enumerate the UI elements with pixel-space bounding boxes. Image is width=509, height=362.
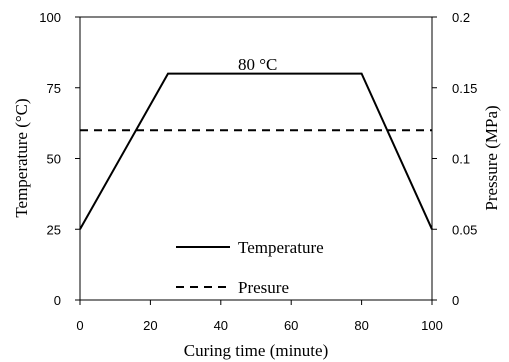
legend-label-temperature: Temperature [238, 238, 324, 257]
y-axis-title: Temperature (°C) [12, 98, 31, 217]
x-tick-label: 80 [354, 318, 368, 333]
x-tick-label: 0 [76, 318, 83, 333]
y2-tick-label: 0.05 [452, 222, 477, 237]
temperature-annotation: 80 °C [238, 55, 277, 74]
y2-axis-title: Pressure (MPa) [482, 105, 501, 210]
x-tick-label: 20 [143, 318, 157, 333]
y-tick-label: 50 [47, 152, 61, 167]
y2-tick-label: 0.2 [452, 10, 470, 25]
x-tick-label: 100 [421, 318, 443, 333]
y2-axis-ticks: 0 0.05 0.1 0.15 0.2 [432, 10, 477, 308]
series-layer [79, 72, 433, 230]
x-axis-title: Curing time (minute) [184, 341, 328, 360]
x-axis-ticks: 0 20 40 60 80 100 [76, 300, 443, 333]
x-tick-label: 60 [284, 318, 298, 333]
series-line-temperature [79, 72, 433, 230]
x-tick-label: 40 [214, 318, 228, 333]
y2-tick-label: 0.15 [452, 81, 477, 96]
y-axis-ticks: 0 25 50 75 100 [39, 10, 80, 308]
y-tick-label: 25 [47, 222, 61, 237]
legend-label-presure: Presure [238, 278, 289, 297]
y-tick-label: 100 [39, 10, 61, 25]
y-tick-label: 75 [47, 81, 61, 96]
legend: Temperature Presure [176, 238, 324, 297]
y-tick-label: 0 [54, 293, 61, 308]
y2-tick-label: 0 [452, 293, 459, 308]
y2-tick-label: 0.1 [452, 152, 470, 167]
